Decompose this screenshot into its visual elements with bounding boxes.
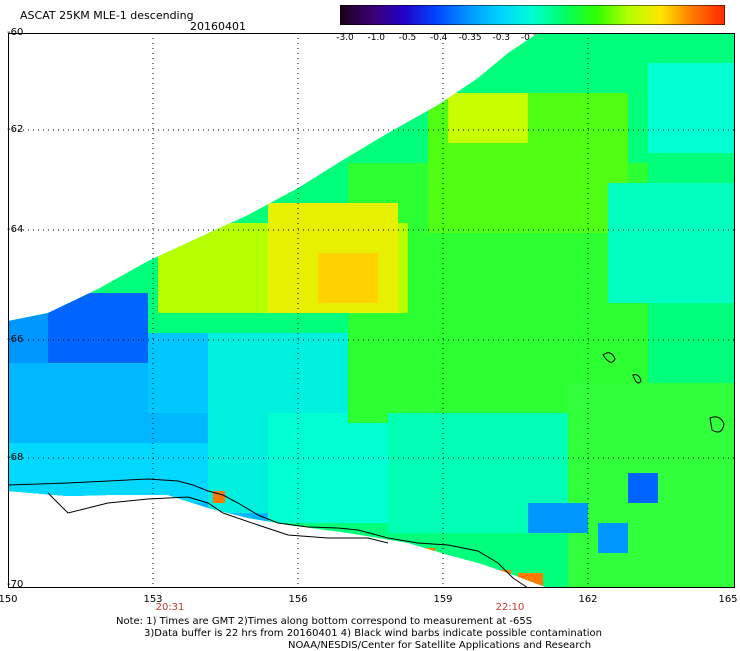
plot-border xyxy=(8,33,735,588)
graticule xyxy=(8,33,735,588)
colorbar-tick-label: -3.0 xyxy=(336,33,354,43)
colorbar-tick-label: -0.3 xyxy=(492,33,511,43)
colorbar-tick-label: -0.5 xyxy=(398,33,417,43)
note-line-3: NOAA/NESDIS/Center for Satellite Applica… xyxy=(288,640,592,651)
lon-label: 153 xyxy=(143,594,163,605)
coastline xyxy=(8,478,529,588)
note-line-1: Note: 1) Times are GMT 2)Times along bot… xyxy=(116,616,533,627)
lat-label: -70 xyxy=(7,579,24,590)
map-date: 20160401 xyxy=(190,20,246,33)
lon-label: 150 xyxy=(0,594,18,605)
lat-label: -60 xyxy=(7,27,24,38)
lat-label: -64 xyxy=(7,224,24,235)
colorbar-fill xyxy=(340,5,725,25)
island-1 xyxy=(602,352,616,363)
note-line-2: 3)Data buffer is 22 hrs from 20160401 4)… xyxy=(144,628,602,639)
lon-label: 162 xyxy=(578,594,598,605)
map-title: ASCAT 25KM MLE-1 descending xyxy=(20,9,194,22)
colorbar-tick-label: -0.4 xyxy=(429,33,448,43)
lat-label: -68 xyxy=(7,452,24,463)
lat-label: -66 xyxy=(7,334,24,345)
lon-label: 159 xyxy=(433,594,453,605)
map-plot xyxy=(8,33,735,588)
lat-label: -62 xyxy=(7,124,24,135)
coastline-inner xyxy=(47,492,389,544)
lon-label: 156 xyxy=(288,594,308,605)
colorbar-gradient xyxy=(340,5,725,25)
island-2 xyxy=(632,374,642,384)
time-label: 22:10 xyxy=(495,602,525,613)
colorbar-tick-label: -0.35 xyxy=(458,33,482,43)
lon-label: 165 xyxy=(718,594,738,605)
time-label: 20:31 xyxy=(155,602,185,613)
island-3 xyxy=(709,416,725,433)
colorbar-tick-label: -1.0 xyxy=(367,33,386,43)
wind-data-swath xyxy=(8,33,735,588)
